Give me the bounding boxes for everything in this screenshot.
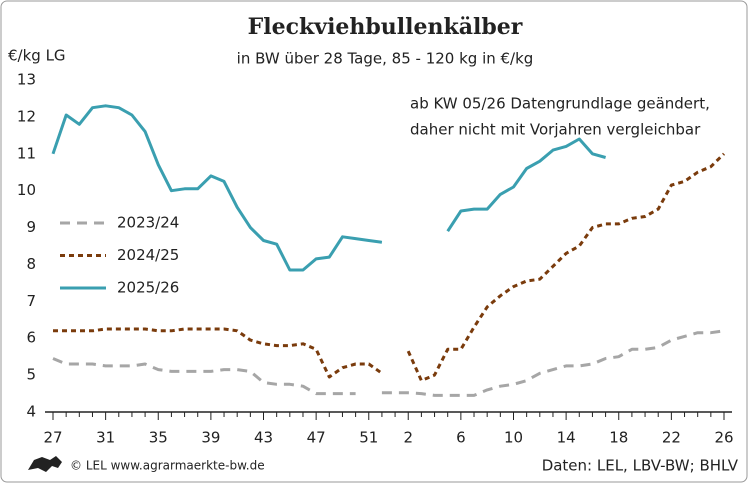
x-tick-label: 26 <box>714 429 733 447</box>
y-tick-label: 4 <box>26 403 36 421</box>
x-tick-label: 22 <box>662 429 681 447</box>
x-tick-label: 18 <box>609 429 628 447</box>
x-tick-label: 31 <box>96 429 115 447</box>
x-tick-label: 51 <box>359 429 378 447</box>
logo <box>28 456 62 472</box>
series-line <box>51 104 607 272</box>
y-tick-label: 7 <box>26 292 36 310</box>
source: Daten: LEL, LBV-BW; BHLV <box>542 457 739 475</box>
subtitle: in BW über 28 Tage, 85 - 120 kg in €/kg <box>237 50 534 68</box>
x-tick-label: 27 <box>43 429 62 447</box>
y-tick-label: 8 <box>26 255 36 273</box>
legend-label: 2024/25 <box>117 246 179 264</box>
x-tick-label: 14 <box>557 429 576 447</box>
x-tick-label: 6 <box>456 429 466 447</box>
x-tick-label: 2 <box>403 429 413 447</box>
x-tick-label: 47 <box>307 429 326 447</box>
legend-label: 2023/24 <box>117 214 179 232</box>
x-tick-label: 35 <box>149 429 168 447</box>
y-tick-label: 12 <box>17 107 36 125</box>
y-axis-label: €/kg LG <box>8 47 66 65</box>
y-tick-label: 5 <box>26 366 36 384</box>
annotation: ab KW 05/26 Datengrundlage geändert, <box>410 95 710 113</box>
credit: © LEL www.agrarmaerkte-bw.de <box>70 459 265 473</box>
y-tick-label: 6 <box>26 329 36 347</box>
x-tick-label: 43 <box>254 429 273 447</box>
series-line <box>52 329 725 397</box>
y-tick-label: 9 <box>26 218 36 236</box>
annotation: daher nicht mit Vorjahren vergleichbar <box>410 121 701 139</box>
x-tick-label: 10 <box>504 429 523 447</box>
series-line <box>53 152 726 383</box>
x-tick-label: 39 <box>201 429 220 447</box>
y-tick-label: 13 <box>17 71 36 89</box>
y-tick-label: 11 <box>17 144 36 162</box>
y-tick-label: 10 <box>17 181 36 199</box>
legend-label: 2025/26 <box>117 279 179 297</box>
chart-title: Fleckviehbullenkälber <box>248 14 523 40</box>
